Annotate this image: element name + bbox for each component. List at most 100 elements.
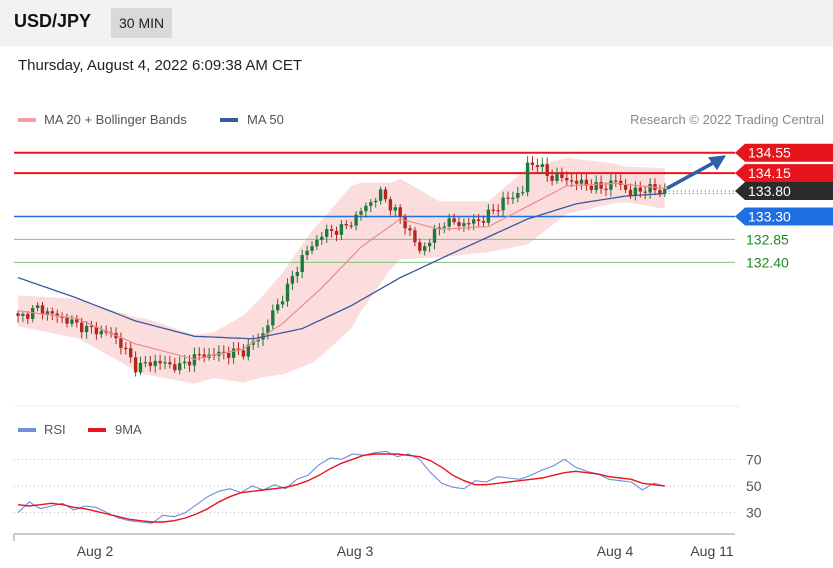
price-tag-133.30: 133.30	[735, 207, 833, 226]
rsi-tick-50: 50	[746, 478, 762, 494]
candle-body	[442, 226, 446, 228]
candle-body	[138, 362, 143, 373]
price-tag-134.15: 134.15	[735, 164, 833, 183]
ma50-legend-swatch	[220, 118, 238, 122]
candle-body	[570, 180, 574, 182]
candle-body	[604, 188, 608, 190]
candle-body	[202, 354, 206, 358]
candle-body	[550, 175, 554, 181]
candle-body	[599, 181, 603, 189]
candle-body	[271, 310, 275, 326]
candle-body	[55, 313, 59, 317]
candle-body	[305, 250, 309, 256]
candle-body	[329, 229, 334, 231]
candle-body	[80, 322, 84, 333]
candle-body	[481, 220, 486, 223]
candle-body	[231, 348, 236, 358]
price-tag-last-text: 133.80	[748, 183, 791, 199]
candle-body	[163, 362, 167, 364]
candle-body	[462, 223, 466, 227]
candle-body	[26, 313, 30, 319]
candle-body	[565, 177, 569, 181]
symbol-title: USD/JPY	[14, 11, 92, 31]
candle-body	[359, 211, 363, 215]
candle-body	[545, 164, 549, 176]
candle-body	[398, 207, 402, 218]
candle-body	[506, 197, 510, 199]
candle-body	[648, 183, 652, 193]
candle-body	[540, 164, 544, 167]
x-tick-Aug-3: Aug 3	[337, 543, 374, 559]
price-tag-134.15-text: 134.15	[748, 165, 791, 181]
candle-body	[339, 224, 344, 235]
candle-body	[452, 218, 456, 223]
candle-body	[619, 180, 623, 186]
candle-body	[16, 313, 20, 316]
ma50-line	[17, 192, 665, 340]
candle-body	[65, 317, 69, 324]
candle-body	[378, 189, 383, 201]
candle-body	[158, 360, 162, 364]
bollinger-band	[18, 157, 665, 384]
candle-body	[75, 319, 79, 323]
rsi-line	[17, 450, 665, 524]
candle-body	[467, 223, 471, 225]
candle-body	[574, 180, 579, 184]
candle-body	[60, 316, 64, 318]
candle-body	[290, 276, 295, 284]
price-tag-134.15-bg	[735, 164, 833, 183]
price-tag-133.30-text: 133.30	[748, 208, 791, 224]
candle-body	[535, 165, 540, 167]
candle-body	[609, 180, 613, 190]
candle-body	[413, 230, 417, 243]
price-label-132.40: 132.40	[746, 254, 789, 270]
price-tag-134.55: 134.55	[735, 143, 833, 162]
candle-body	[300, 255, 304, 272]
price-tag-134.55-bg	[735, 143, 833, 162]
candle-body	[457, 222, 461, 227]
candle-body	[501, 197, 505, 211]
candle-body	[256, 339, 260, 342]
candle-body	[227, 353, 231, 358]
candle-body	[349, 225, 353, 227]
timeframe-badge[interactable]: 30 MIN	[111, 8, 173, 38]
candle-body	[325, 229, 329, 237]
candle-body	[295, 271, 299, 277]
candle-body	[643, 191, 647, 193]
candle-body	[521, 192, 525, 194]
candle-body	[50, 311, 54, 314]
candle-body	[589, 185, 593, 190]
candle-body	[187, 361, 192, 366]
rsi-legend-label: RSI	[44, 422, 66, 437]
candle-body	[423, 246, 427, 251]
ma20-line	[17, 182, 665, 360]
candle-body	[89, 325, 94, 328]
rsi-tick-70: 70	[746, 451, 762, 467]
candle-body	[266, 325, 270, 334]
candle-body	[418, 242, 422, 251]
x-tick-Aug-2: Aug 2	[77, 543, 114, 559]
timestamp: Thursday, August 4, 2022 6:09:38 AM CET	[18, 57, 303, 74]
candle-body	[403, 217, 407, 229]
candle-body	[31, 308, 35, 319]
candle-body	[628, 189, 633, 196]
candle-body	[638, 187, 642, 192]
candle-body	[285, 283, 290, 302]
forecast-arrow-head	[708, 155, 726, 171]
candle-body	[197, 354, 201, 356]
candle-body	[344, 224, 348, 226]
candle-body	[168, 362, 172, 365]
candle-body	[383, 189, 388, 200]
candle-body	[516, 193, 520, 198]
candle-body	[119, 338, 123, 348]
credit-text: Research © 2022 Trading Central	[630, 112, 824, 127]
candle-body	[310, 246, 314, 251]
candle-body	[70, 319, 74, 324]
candle-body	[633, 187, 638, 196]
x-tick-Aug-4: Aug 4	[597, 543, 634, 559]
candle-body	[124, 347, 128, 350]
candle-body	[178, 363, 182, 371]
candle-body	[173, 364, 177, 371]
candle-body	[369, 202, 373, 206]
candle-body	[21, 313, 25, 316]
